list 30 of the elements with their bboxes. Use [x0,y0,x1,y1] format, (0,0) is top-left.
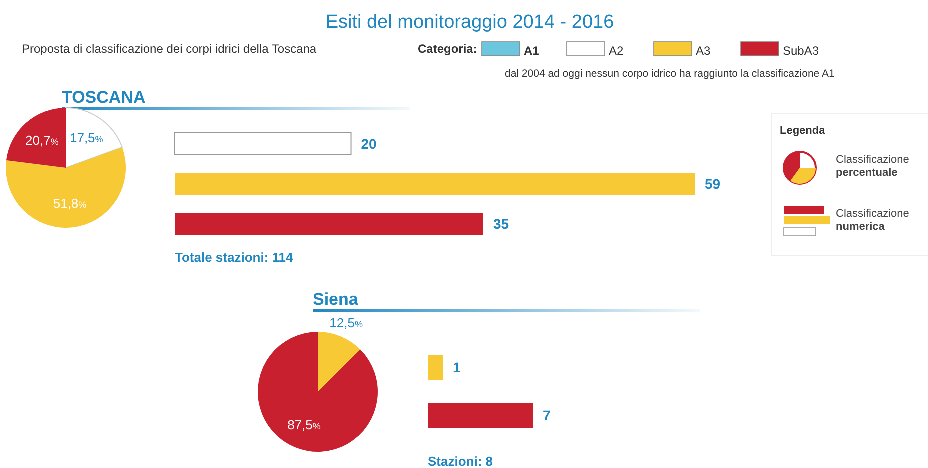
pie-slice [66,108,123,168]
legend-label: A2 [609,44,624,58]
text: Proposta di classificazione dei corpi idrici della Toscana [22,42,317,56]
data-label: 20,7% [26,132,59,148]
text: Esiti del monitoraggio 2014 - 2016 [326,12,614,33]
data-label: 12,5% [330,316,363,331]
data-label: 7 [543,408,551,424]
pie-slice [6,147,126,228]
data-label: 17,5% [70,130,104,146]
data-label: 59 [705,176,721,192]
chart-title: TOSCANA [62,88,146,107]
data-label: 87,5% [288,417,321,432]
legend-title: Categoria: [418,42,478,56]
legend-label: SubA3 [783,44,820,58]
legend-label: A3 [696,44,712,58]
data-label: 20 [361,136,378,152]
text: Totale stazioni: 114 [175,250,294,265]
text: Classificazione numerica [836,208,910,233]
text: Stazioni: 8 [428,454,494,468]
text: Legenda [780,125,826,137]
legend-label: A1 [524,44,540,58]
text: Classificazione percentuale [836,154,910,179]
data-label: 1 [453,360,461,376]
pie-slice [6,108,66,168]
chart-title: Siena [313,290,359,309]
pie-slice [258,332,378,452]
pie-slice [318,332,360,392]
data-label: 35 [493,216,510,232]
data-label: 51,8% [53,196,87,211]
text: dal 2004 ad oggi nessun corpo idrico ha raggiunto la classificazione A1 [505,68,835,80]
